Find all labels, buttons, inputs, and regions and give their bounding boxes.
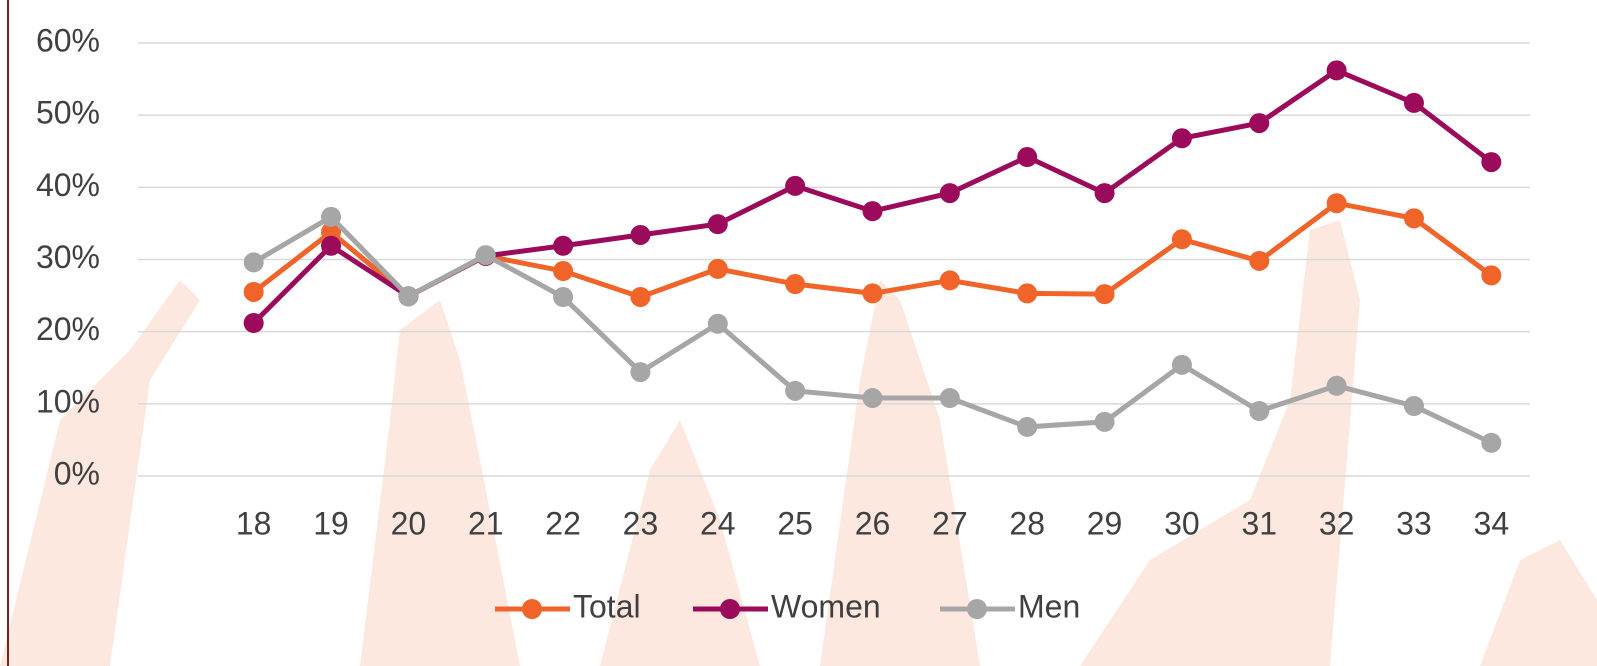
legend-label: Total xyxy=(573,588,641,624)
point xyxy=(1326,193,1347,214)
x-tick-label: 30 xyxy=(1164,505,1200,541)
legend-marker xyxy=(720,599,740,619)
point xyxy=(1017,147,1038,168)
legend-label: Women xyxy=(771,588,881,624)
x-tick-label: 20 xyxy=(391,505,427,541)
legend-marker xyxy=(967,599,987,619)
x-tick-label: 19 xyxy=(313,505,349,541)
point xyxy=(1481,152,1502,173)
point xyxy=(243,281,264,302)
y-tick-label: 60% xyxy=(36,22,100,58)
point xyxy=(1326,60,1347,81)
point xyxy=(1249,250,1270,271)
x-tick-label: 23 xyxy=(623,505,659,541)
point xyxy=(1326,375,1347,396)
legend-label: Men xyxy=(1018,588,1080,624)
point xyxy=(1171,354,1192,375)
x-tick-label: 31 xyxy=(1241,505,1277,541)
point xyxy=(862,201,883,222)
x-tick-label: 34 xyxy=(1474,505,1510,541)
x-tick-label: 21 xyxy=(468,505,504,541)
x-tick-label: 26 xyxy=(855,505,891,541)
point xyxy=(553,235,574,256)
point xyxy=(475,245,496,266)
y-tick-label: 30% xyxy=(36,239,100,275)
x-tick-label: 32 xyxy=(1319,505,1355,541)
x-tick-label: 28 xyxy=(1009,505,1045,541)
point xyxy=(1094,183,1115,204)
point xyxy=(862,283,883,304)
point xyxy=(630,224,651,245)
y-tick-label: 20% xyxy=(36,311,100,347)
point xyxy=(939,183,960,204)
y-tick-label: 40% xyxy=(36,167,100,203)
point xyxy=(243,252,264,273)
point xyxy=(1403,208,1424,229)
point xyxy=(321,222,342,243)
y-tick-label: 0% xyxy=(54,455,100,491)
point xyxy=(707,258,728,279)
x-tick-label: 29 xyxy=(1087,505,1123,541)
point xyxy=(939,388,960,409)
legend-marker xyxy=(522,599,542,619)
x-tick-label: 22 xyxy=(545,505,581,541)
point xyxy=(862,388,883,409)
point xyxy=(1481,265,1502,286)
point xyxy=(630,287,651,308)
point xyxy=(707,214,728,235)
point xyxy=(1017,416,1038,437)
x-tick-label: 24 xyxy=(700,505,736,541)
point xyxy=(939,270,960,291)
x-tick-label: 25 xyxy=(777,505,813,541)
point xyxy=(243,313,264,334)
point xyxy=(1171,128,1192,149)
point xyxy=(630,362,651,383)
point xyxy=(553,287,574,308)
point xyxy=(1481,432,1502,453)
point xyxy=(321,235,342,256)
y-tick-label: 10% xyxy=(36,383,100,419)
x-tick-label: 27 xyxy=(932,505,968,541)
point xyxy=(321,206,342,227)
x-tick-label: 33 xyxy=(1396,505,1432,541)
point xyxy=(785,175,806,196)
point xyxy=(553,261,574,282)
x-tick-label: 18 xyxy=(236,505,272,541)
point xyxy=(1249,401,1270,422)
background-decor xyxy=(0,220,1597,666)
point xyxy=(785,380,806,401)
point xyxy=(1171,229,1192,250)
point xyxy=(1403,395,1424,416)
y-tick-label: 50% xyxy=(36,95,100,131)
point xyxy=(785,274,806,295)
point xyxy=(1403,92,1424,113)
point xyxy=(707,313,728,334)
point xyxy=(1249,113,1270,134)
point xyxy=(1094,284,1115,305)
point xyxy=(1017,283,1038,304)
point xyxy=(1094,411,1115,432)
point xyxy=(398,286,419,307)
